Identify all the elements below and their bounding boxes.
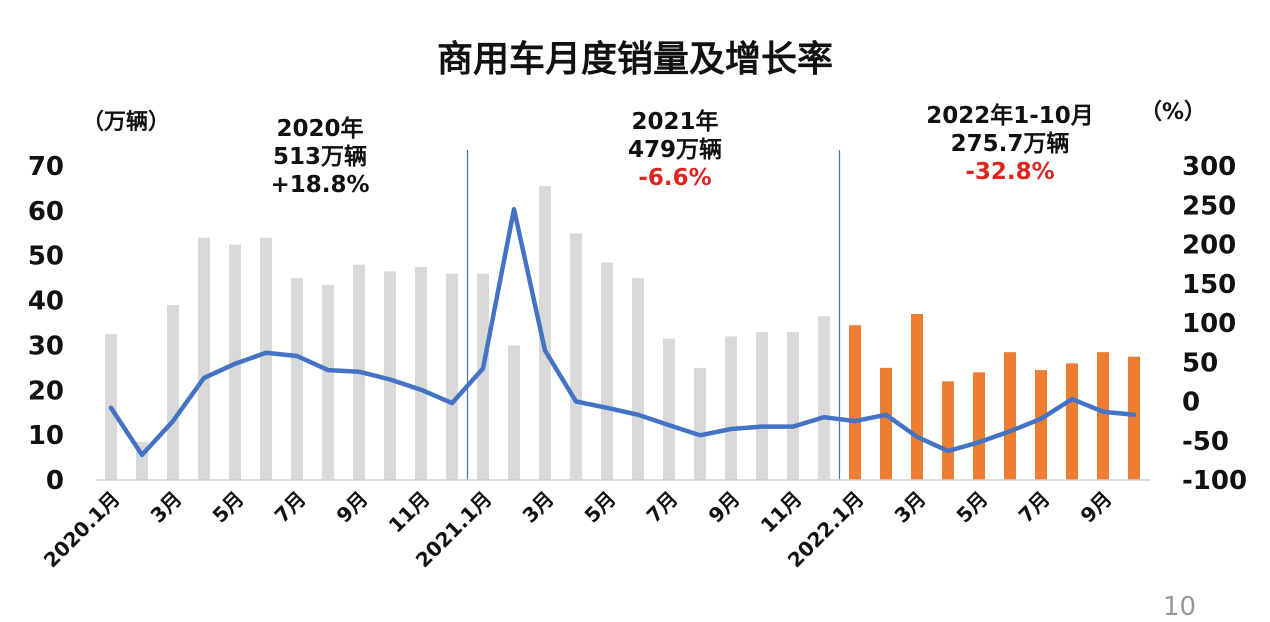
annotation-2022-total: 275.7万辆 <box>950 131 1070 157</box>
bar-2022.4 <box>942 381 954 480</box>
bar-2021.4 <box>570 233 582 480</box>
x-tick-label: 3月 <box>890 487 931 528</box>
bar-2021.10 <box>756 331 768 480</box>
bar-2021.3 <box>539 186 551 480</box>
y-right-tick-label: 250 <box>1182 191 1236 221</box>
x-tick-label: 3月 <box>518 487 559 528</box>
bar-2020.8 <box>322 284 334 480</box>
x-tick-label: 11月 <box>756 487 807 538</box>
x-tick-label: 9月 <box>1076 487 1117 528</box>
bar-2021.2 <box>508 345 520 480</box>
y-left-tick-label: 70 <box>28 152 64 182</box>
annotation-2021-rate: -6.6% <box>638 165 712 191</box>
bar-2022.8 <box>1066 363 1078 480</box>
bar-2022.7 <box>1035 370 1047 480</box>
x-tick-label: 3月 <box>146 487 187 528</box>
annotation-2022-rate: -32.8% <box>965 159 1055 185</box>
x-tick-label: 5月 <box>208 487 249 528</box>
bar-2021.7 <box>663 338 675 480</box>
bar-2022.5 <box>973 372 985 480</box>
bar-2022.6 <box>1004 352 1016 480</box>
y-left-tick-label: 30 <box>28 331 64 361</box>
y-left-tick-label: 60 <box>28 197 64 227</box>
x-tick-label: 11月 <box>384 487 435 538</box>
bar-2021.6 <box>632 278 644 480</box>
y-right-tick-label: 300 <box>1182 152 1236 182</box>
annotation-2022: 2022年1-10月 275.7万辆 -32.8% <box>905 102 1115 186</box>
annotation-2022-year: 2022年1-10月 <box>926 103 1094 129</box>
y-right-tick-label: -50 <box>1182 427 1229 457</box>
bar-2020.3 <box>167 305 179 480</box>
y-right-tick-label: 100 <box>1182 309 1236 339</box>
y-left-tick-label: 50 <box>28 242 64 272</box>
x-tick-label: 5月 <box>952 487 993 528</box>
bar-2022.1 <box>849 325 861 480</box>
chart-title: 商用车月度销量及增长率 <box>436 39 833 80</box>
y-left-tick-label: 20 <box>28 376 64 406</box>
annotation-2020: 2020年 513万辆 +18.8% <box>230 115 410 199</box>
bar-2022.3 <box>911 314 923 480</box>
y-right-tick-label: 150 <box>1182 270 1236 300</box>
bar-2020.4 <box>198 237 210 480</box>
annotation-2021: 2021年 479万辆 -6.6% <box>585 108 765 192</box>
bar-2020.6 <box>260 237 272 480</box>
bar-2020.10 <box>384 271 396 480</box>
annotation-2021-year: 2021年 <box>631 109 719 135</box>
y-right-tick-label: 200 <box>1182 231 1236 261</box>
y-left-tick-label: 10 <box>28 421 64 451</box>
x-tick-label: 9月 <box>332 487 373 528</box>
right-axis-unit: （%） <box>1140 100 1207 125</box>
annotation-2020-year: 2020年 <box>276 116 364 142</box>
y-right-tick-label: 50 <box>1182 348 1218 378</box>
y-left-tick-label: 40 <box>28 287 64 317</box>
annotation-2020-total: 513万辆 <box>272 144 367 170</box>
annotation-2021-total: 479万辆 <box>627 137 722 163</box>
bar-2020.12 <box>446 273 458 480</box>
bar-2021.9 <box>725 336 737 480</box>
bar-2021.12 <box>818 316 830 480</box>
growth-rate-line <box>108 206 1137 458</box>
y-right-tick-label: -100 <box>1182 466 1247 496</box>
bar-2022.2 <box>880 367 892 480</box>
bar-2021.1 <box>477 273 489 480</box>
bar-2022.9 <box>1097 352 1109 480</box>
x-tick-label: 7月 <box>1014 487 1055 528</box>
bar-2021.11 <box>787 331 799 480</box>
bar-2020.11 <box>415 266 427 480</box>
left-axis-unit: （万辆） <box>82 110 171 135</box>
x-tick-label: 2020.1月 <box>39 487 125 573</box>
x-tick-label: 7月 <box>642 487 683 528</box>
bar-2020.7 <box>291 278 303 480</box>
bar-2021.5 <box>601 262 613 480</box>
x-tick-label: 9月 <box>704 487 745 528</box>
x-tick-label: 7月 <box>270 487 311 528</box>
annotation-2020-rate: +18.8% <box>270 172 370 198</box>
x-tick-label: 5月 <box>580 487 621 528</box>
y-right-tick-label: 0 <box>1182 388 1200 418</box>
bar-2021.8 <box>694 367 706 480</box>
bar-2022.10 <box>1128 356 1140 480</box>
page-number: 10 <box>1162 592 1196 622</box>
y-left-tick-label: 0 <box>46 466 64 496</box>
